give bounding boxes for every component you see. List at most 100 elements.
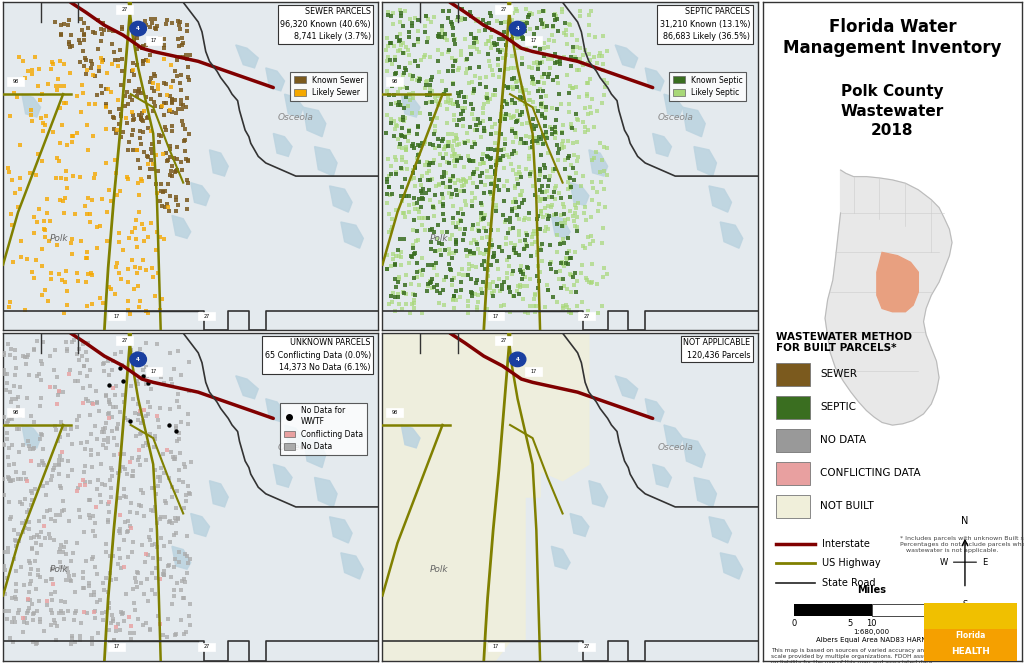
Point bbox=[173, 95, 189, 105]
Point bbox=[150, 542, 166, 553]
Point bbox=[486, 251, 503, 261]
Point bbox=[580, 306, 596, 316]
Point bbox=[424, 274, 440, 284]
Point bbox=[471, 171, 487, 182]
Point bbox=[464, 188, 480, 198]
Point bbox=[493, 109, 509, 120]
Point bbox=[537, 131, 553, 141]
Point bbox=[23, 456, 39, 467]
Point bbox=[416, 139, 432, 149]
Point bbox=[497, 17, 513, 27]
Point bbox=[479, 151, 496, 162]
Point bbox=[50, 387, 67, 397]
Point bbox=[39, 599, 55, 610]
Point bbox=[40, 296, 56, 307]
Point bbox=[109, 622, 125, 633]
Point bbox=[517, 131, 534, 141]
Point bbox=[124, 453, 140, 463]
Point bbox=[386, 131, 402, 141]
Point bbox=[173, 70, 189, 80]
Point bbox=[475, 157, 492, 168]
Point bbox=[559, 233, 575, 243]
Point bbox=[540, 41, 556, 52]
Point bbox=[424, 86, 440, 96]
Point bbox=[568, 113, 585, 124]
Point bbox=[460, 307, 476, 318]
Point bbox=[431, 179, 447, 190]
Point bbox=[516, 215, 532, 225]
Point bbox=[135, 58, 152, 69]
Point bbox=[558, 300, 574, 310]
Point bbox=[446, 248, 463, 259]
Point bbox=[125, 58, 141, 68]
Point bbox=[126, 25, 142, 36]
Point bbox=[125, 537, 141, 548]
Point bbox=[512, 19, 528, 29]
Point bbox=[47, 421, 63, 432]
Point bbox=[164, 518, 180, 528]
Point bbox=[11, 140, 28, 151]
Point bbox=[494, 279, 510, 290]
Point bbox=[387, 52, 403, 62]
Point bbox=[109, 167, 125, 178]
Point bbox=[113, 347, 129, 357]
Point bbox=[388, 119, 404, 130]
Point bbox=[72, 368, 88, 379]
Point bbox=[550, 26, 566, 36]
Bar bbox=[7, 78, 25, 86]
Point bbox=[412, 74, 428, 84]
Point bbox=[404, 108, 421, 119]
Point bbox=[561, 269, 578, 279]
Point bbox=[589, 58, 605, 68]
Text: 98: 98 bbox=[392, 79, 398, 84]
Text: 17: 17 bbox=[114, 644, 120, 650]
Point bbox=[65, 548, 81, 558]
Point bbox=[40, 236, 56, 247]
Point bbox=[397, 91, 414, 102]
Point bbox=[539, 210, 555, 220]
Point bbox=[6, 381, 23, 392]
Point bbox=[7, 593, 24, 604]
Point bbox=[561, 305, 578, 316]
Point bbox=[410, 140, 426, 151]
Point bbox=[535, 181, 551, 192]
Point bbox=[151, 80, 167, 90]
Point bbox=[156, 233, 172, 244]
Point bbox=[179, 54, 196, 64]
Text: Polk: Polk bbox=[429, 234, 449, 243]
Point bbox=[461, 154, 477, 165]
Point bbox=[120, 551, 136, 562]
Point bbox=[549, 104, 565, 115]
Point bbox=[173, 369, 189, 380]
Point bbox=[438, 156, 455, 167]
Point bbox=[530, 138, 547, 149]
Point bbox=[122, 498, 138, 509]
Point bbox=[97, 572, 114, 583]
Text: US Highway: US Highway bbox=[822, 558, 881, 568]
Text: 17: 17 bbox=[493, 314, 499, 319]
Point bbox=[148, 245, 165, 255]
Point bbox=[504, 149, 520, 160]
Point bbox=[100, 515, 117, 526]
Point bbox=[583, 107, 599, 118]
Point bbox=[86, 518, 102, 528]
Point bbox=[566, 269, 583, 279]
Point bbox=[162, 141, 178, 151]
Point bbox=[23, 109, 39, 120]
Point bbox=[391, 83, 408, 93]
Point bbox=[0, 369, 15, 379]
Point bbox=[180, 419, 197, 430]
Point bbox=[181, 49, 198, 60]
Point bbox=[450, 174, 466, 185]
Text: 98: 98 bbox=[392, 410, 398, 415]
Point bbox=[503, 238, 519, 249]
Point bbox=[392, 35, 409, 46]
Point bbox=[51, 544, 68, 555]
Point bbox=[137, 265, 154, 276]
Polygon shape bbox=[330, 186, 352, 212]
Point bbox=[538, 104, 554, 115]
Point bbox=[502, 82, 518, 93]
Point bbox=[555, 234, 571, 245]
Point bbox=[168, 426, 184, 436]
Point bbox=[133, 578, 150, 589]
